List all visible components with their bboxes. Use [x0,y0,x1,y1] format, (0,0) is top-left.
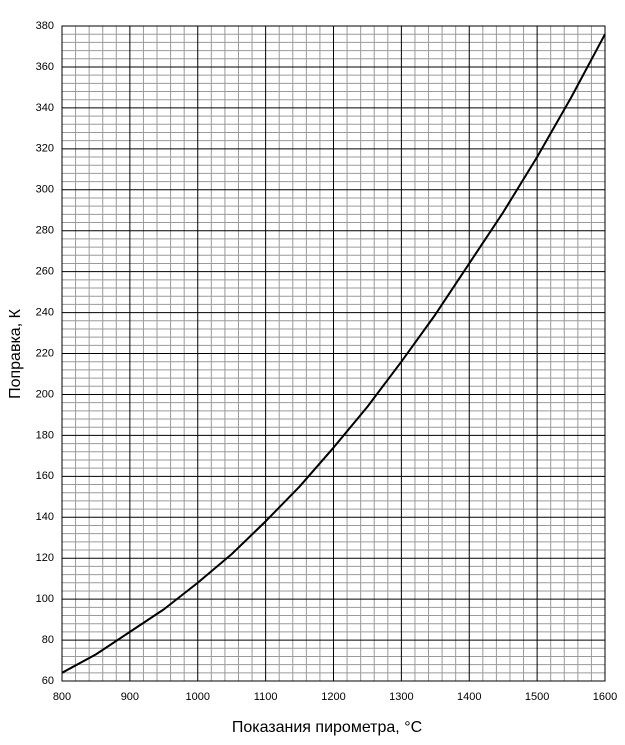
y-tick-label: 320 [36,143,54,155]
x-tick-label: 1200 [321,691,345,703]
data-line [61,33,606,674]
x-tick-label: 1000 [186,691,210,703]
y-tick-label: 140 [36,511,54,523]
y-tick-label: 340 [36,102,54,114]
x-tick-label: 1100 [254,691,278,703]
y-tick-label: 160 [36,470,54,482]
x-tick-label: 800 [53,691,71,703]
x-tick-label: 1600 [593,691,617,703]
y-axis-title: Поправка, К [7,308,24,399]
x-axis-title: Показания пирометра, °C [232,719,422,736]
y-tick-label: 200 [36,388,54,400]
y-tick-label: 240 [36,306,54,318]
y-tick-label: 300 [36,184,54,196]
y-tick-label: 120 [36,552,54,564]
plot-frame [61,25,606,682]
y-tick-label: 260 [36,266,54,278]
y-tick-label: 100 [36,593,54,605]
y-tick-label: 360 [36,61,54,73]
y-tick-label: 180 [36,429,54,441]
y-tick-label: 220 [36,347,54,359]
x-tick-label: 900 [121,691,139,703]
x-tick-label: 1300 [389,691,413,703]
x-tick-label: 1400 [457,691,481,703]
x-tick-label: 1500 [525,691,549,703]
y-tick-label: 60 [42,675,54,687]
y-tick-label: 280 [36,225,54,237]
y-tick-label: 380 [36,20,54,32]
y-tick-label: 80 [42,634,54,646]
